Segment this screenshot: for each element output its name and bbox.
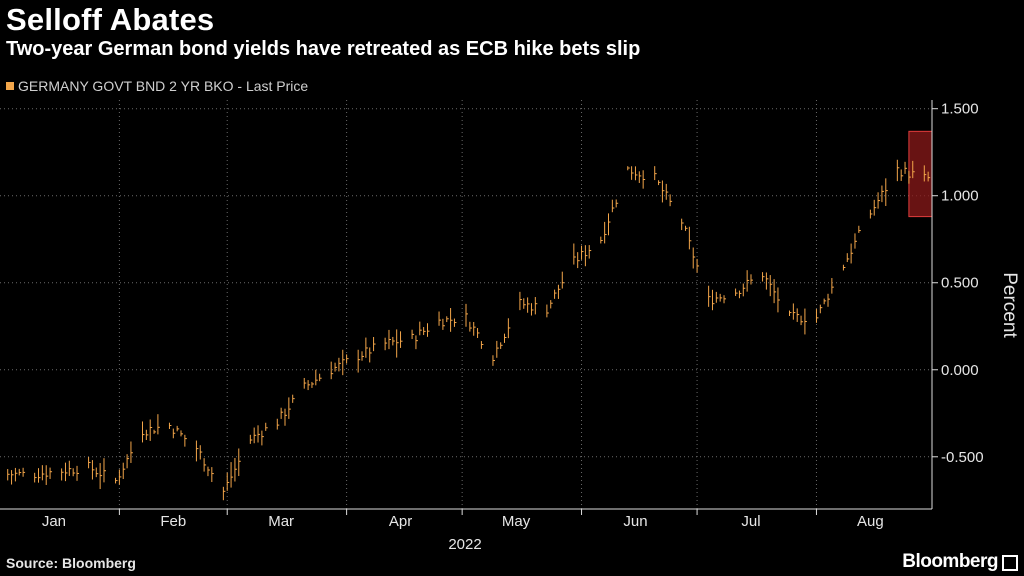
x-axis-title: 2022 (448, 536, 481, 553)
x-tick-label: Jun (623, 513, 647, 530)
axes-layer: -0.500 0.000 0.500 1.000 1.500 Jan Feb Mar Apr Ma… (0, 100, 1020, 553)
source-note: Source: Bloomberg (6, 555, 136, 571)
y-tick-label: 0.000 (941, 362, 979, 379)
x-tick-label: Mar (268, 513, 294, 530)
chart-subtitle: Two-year German bond yields have retreat… (6, 38, 641, 60)
brand-logo: Bloomberg (902, 551, 998, 572)
x-tick-label: Apr (389, 513, 412, 530)
y-tick-label: -0.500 (941, 449, 984, 466)
grid-layer (0, 100, 932, 509)
brand-mark-icon (1002, 555, 1018, 571)
legend-label: GERMANY GOVT BND 2 YR BKO - Last Price (18, 78, 309, 94)
x-tick-label: Jul (741, 513, 760, 530)
y-tick-label: 1.500 (941, 101, 979, 118)
series-layer (7, 159, 931, 501)
x-tick-label: Feb (160, 513, 186, 530)
y-tick-label: 1.000 (941, 188, 979, 205)
x-tick-label: Jan (42, 513, 66, 530)
y-tick-label: 0.500 (941, 275, 979, 292)
y-axis-title: Percent (999, 272, 1020, 338)
x-tick-label: May (502, 513, 531, 530)
legend-swatch (6, 82, 14, 90)
legend: GERMANY GOVT BND 2 YR BKO - Last Price (6, 78, 308, 94)
chart-title: Selloff Abates (6, 2, 215, 37)
x-tick-label: Aug (857, 513, 884, 530)
